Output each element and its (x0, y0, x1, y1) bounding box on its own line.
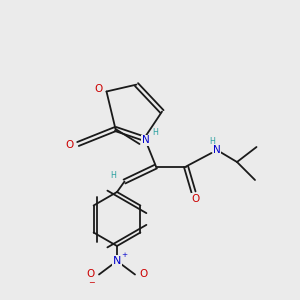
Text: H: H (209, 137, 215, 146)
Text: O: O (192, 194, 200, 204)
Text: N: N (213, 145, 221, 155)
Text: H: H (152, 128, 158, 137)
Text: O: O (65, 140, 73, 151)
Text: O: O (139, 269, 148, 279)
Text: +: + (122, 252, 128, 258)
Text: O: O (86, 269, 95, 279)
Text: H: H (110, 171, 116, 180)
Text: N: N (113, 256, 121, 266)
Text: O: O (94, 83, 102, 94)
Text: N: N (142, 135, 149, 146)
Text: −: − (88, 278, 95, 287)
